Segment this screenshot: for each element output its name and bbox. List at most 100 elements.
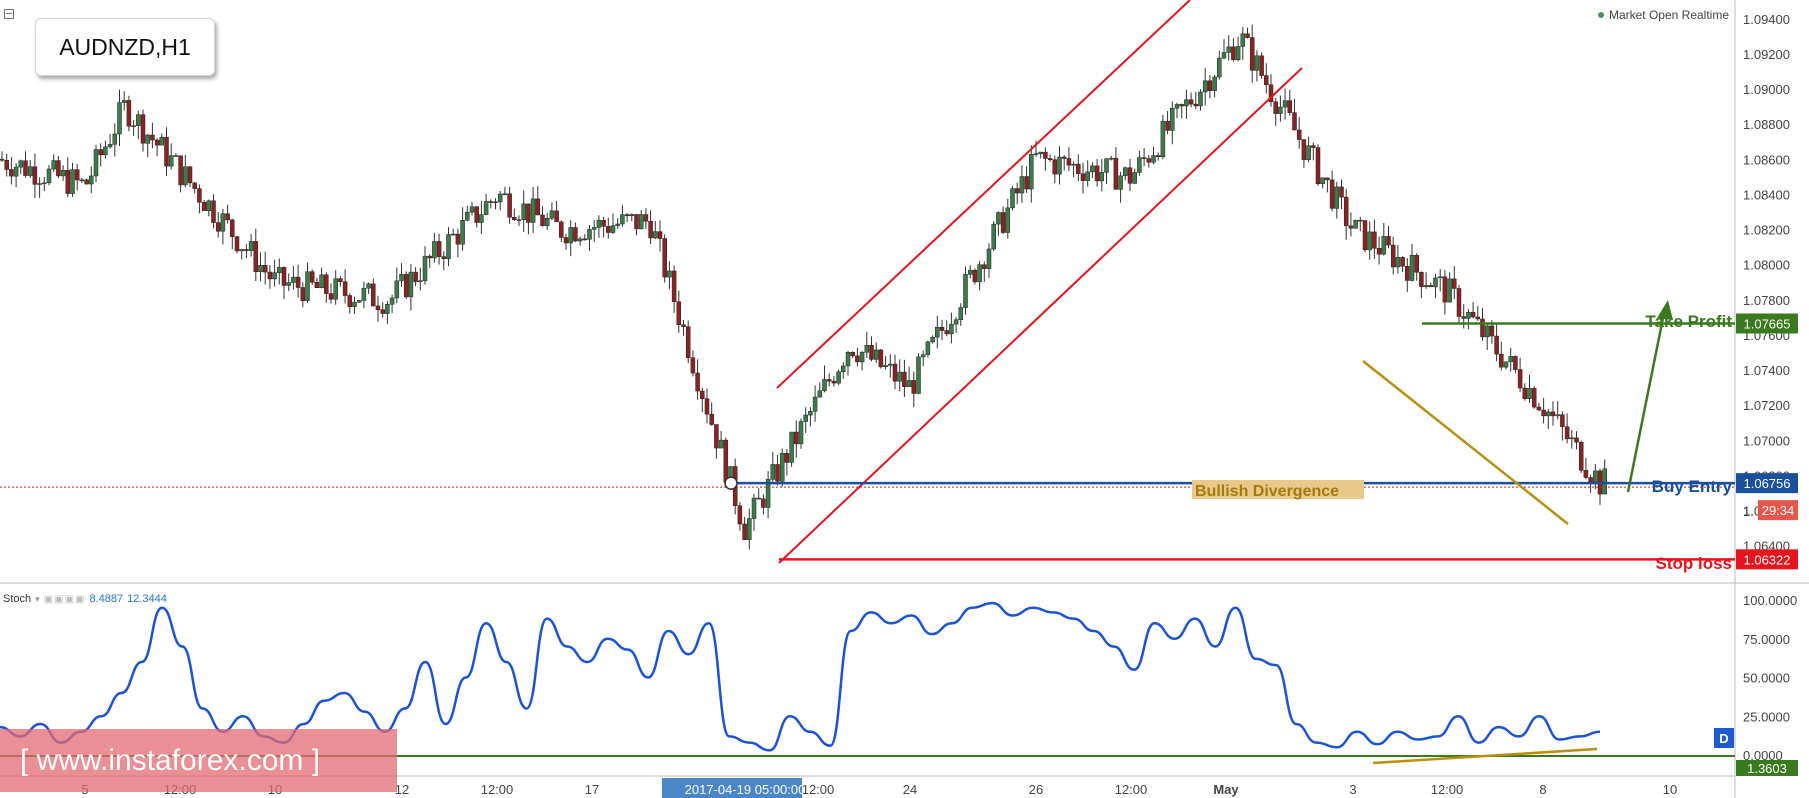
candle-body xyxy=(187,166,193,184)
stoch-tick-label: 25.0000 xyxy=(1743,709,1790,724)
candle-body xyxy=(1494,335,1499,355)
candle-body xyxy=(215,222,221,232)
candle-body xyxy=(136,114,141,126)
candle-body xyxy=(850,352,855,357)
candle-body xyxy=(1386,236,1391,246)
candle-body xyxy=(789,431,794,463)
candle-body xyxy=(84,179,89,185)
candle-body xyxy=(756,497,761,500)
candle-body xyxy=(624,214,630,217)
candle-body xyxy=(324,274,329,294)
candle-body xyxy=(164,136,169,167)
candle-body xyxy=(248,241,254,251)
candle-body xyxy=(1226,46,1231,53)
candle-body xyxy=(803,414,808,422)
candle-body xyxy=(925,341,931,355)
candle-body xyxy=(1198,91,1203,107)
candle-body xyxy=(413,271,418,282)
candle-body xyxy=(714,424,719,449)
candle-body xyxy=(1061,156,1067,159)
symbol-text: AUDNZD,H1 xyxy=(59,33,191,60)
candle-body xyxy=(89,175,94,185)
menu-icon[interactable] xyxy=(4,9,14,19)
candle-body xyxy=(629,214,635,217)
candle-body xyxy=(794,431,799,445)
candle-body xyxy=(371,283,376,307)
candle-body xyxy=(455,233,461,245)
candle-body xyxy=(1433,277,1438,288)
candle-body xyxy=(1179,104,1184,107)
candle-body xyxy=(1578,441,1584,471)
candle-body xyxy=(991,223,996,250)
candle-body xyxy=(140,114,146,144)
candle-body xyxy=(1231,46,1236,61)
candle-body xyxy=(1513,356,1518,370)
candle-body xyxy=(1499,353,1504,368)
candle-body xyxy=(436,241,442,257)
candle-body xyxy=(1437,276,1443,279)
candle-body xyxy=(1052,159,1058,175)
stoch-legend[interactable]: Stoch ▾ ▣▣▣▣ 8.4887 12.3444 xyxy=(3,593,167,605)
candle-body xyxy=(873,349,879,360)
candle-body xyxy=(1259,55,1264,76)
candle-body xyxy=(1165,120,1170,131)
candle-body xyxy=(394,280,400,299)
candle-body xyxy=(197,188,202,203)
candle-body xyxy=(1301,139,1307,160)
candle-body xyxy=(1531,388,1537,408)
candle-body xyxy=(638,214,644,230)
candle-body xyxy=(1024,176,1029,190)
price-tick-label: 1.08400 xyxy=(1743,187,1790,202)
indicator-controls-icon[interactable]: ▣▣▣▣ xyxy=(43,593,86,605)
candle-body xyxy=(117,102,122,135)
candle-body xyxy=(502,193,508,195)
buy-entry-price-tag: 1.06756 xyxy=(1744,476,1791,491)
candle-body xyxy=(841,365,846,373)
candle-body xyxy=(1550,411,1556,417)
candle-body xyxy=(145,134,150,144)
dropdown-icon[interactable]: ▾ xyxy=(35,593,40,604)
candle-body xyxy=(1503,361,1509,368)
divergence-line-price xyxy=(1362,360,1569,525)
candle-body xyxy=(483,201,489,215)
candle-body xyxy=(418,280,423,282)
watermark-text: [ www.instaforex.com ] xyxy=(20,743,321,777)
candle-body xyxy=(671,270,677,303)
candle-body xyxy=(154,139,160,146)
stoch-level-tag: 1.3603 xyxy=(1747,761,1787,776)
symbol-label[interactable]: AUDNZD,H1 xyxy=(35,18,215,76)
candle-body xyxy=(253,241,259,272)
candle-body xyxy=(1113,157,1119,190)
candle-body xyxy=(1583,470,1589,478)
candle-body xyxy=(554,210,559,223)
candle-body xyxy=(347,295,353,308)
candle-body xyxy=(74,169,80,181)
candle-body xyxy=(507,193,512,218)
candle-body xyxy=(27,166,33,176)
time-tick-label: May xyxy=(1213,782,1239,797)
candle-body xyxy=(220,213,226,232)
market-status: Market Open Realtime xyxy=(1597,8,1729,22)
buy-entry-label: Buy Entry xyxy=(1652,477,1733,496)
buy-entry-anchor-icon xyxy=(724,476,738,490)
candle-body xyxy=(530,198,536,223)
stoch-k-value: 8.4887 xyxy=(89,593,124,605)
time-tick-label: 8 xyxy=(1539,782,1546,797)
countdown-tag: 29:34 xyxy=(1762,503,1795,518)
candle-body xyxy=(761,498,766,508)
candle-body xyxy=(1240,33,1246,47)
candle-body xyxy=(206,200,212,211)
candle-body xyxy=(596,220,602,228)
candle-body xyxy=(1325,177,1330,181)
d-badge[interactable]: D xyxy=(1714,728,1734,748)
candle-body xyxy=(986,248,992,269)
candle-body xyxy=(112,133,118,145)
countdown-prefix: 1. xyxy=(1743,504,1754,519)
candle-body xyxy=(432,241,437,259)
candle-body xyxy=(60,169,66,177)
price-tick-label: 1.08000 xyxy=(1743,258,1790,273)
time-tick-label: 10 xyxy=(1663,782,1677,797)
candle-body xyxy=(131,125,136,127)
time-tick-label: 12:00 xyxy=(481,782,514,797)
